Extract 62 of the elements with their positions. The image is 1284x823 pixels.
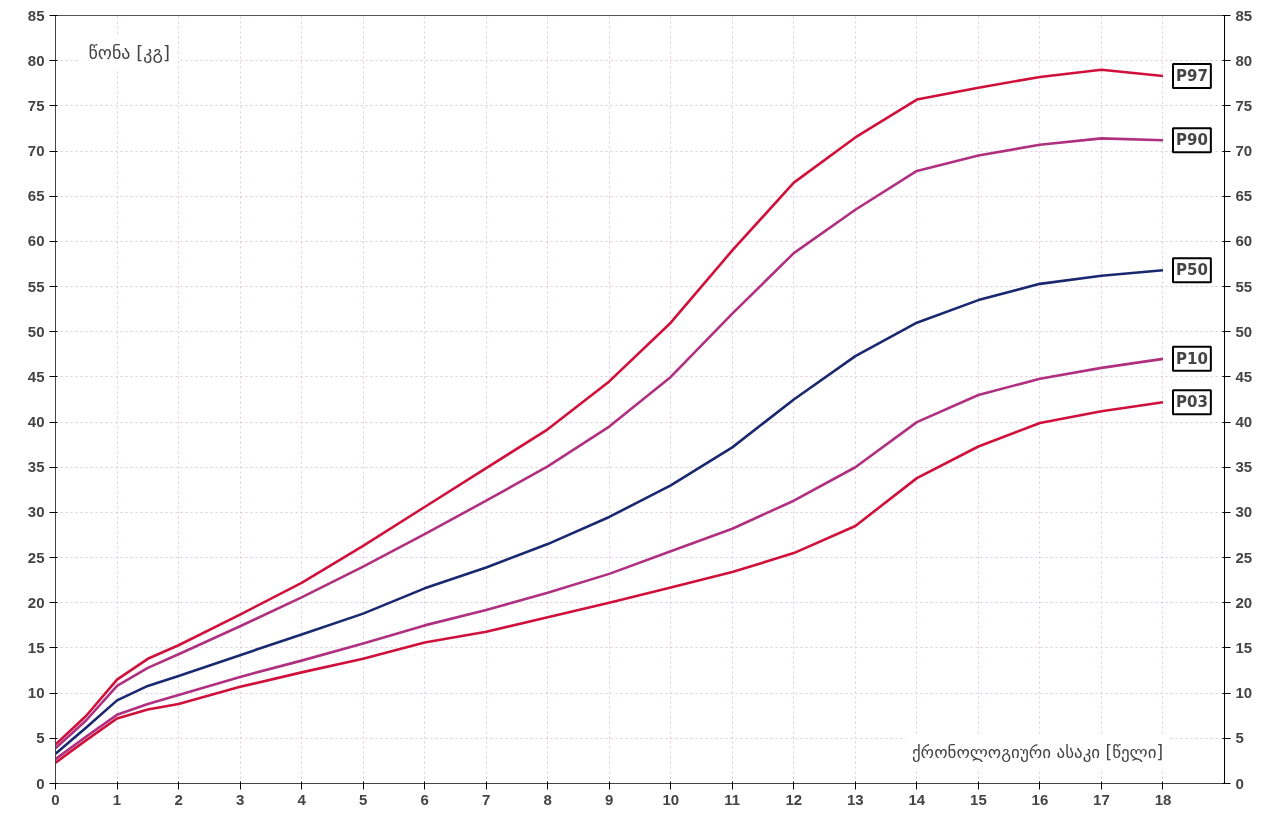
x-tick-label: 10 xyxy=(662,790,680,808)
y2-tick-label: 35 xyxy=(1235,458,1253,476)
y-tick-label: 80 xyxy=(27,51,45,69)
x-tick-label: 18 xyxy=(1154,790,1172,808)
y-tick-label: 10 xyxy=(27,684,45,702)
x-tick-label: 2 xyxy=(174,790,183,808)
y2-tick-label: 5 xyxy=(1235,729,1244,747)
y2-tick-label: 60 xyxy=(1235,232,1253,250)
x-tick-label: 8 xyxy=(543,790,552,808)
y2-tick-label: 75 xyxy=(1235,96,1253,114)
y-tick-label: 60 xyxy=(27,232,45,250)
x-tick-label: 6 xyxy=(420,790,429,808)
y-axis-title: წონა [კგ] xyxy=(88,41,170,63)
y2-tick-label: 0 xyxy=(1235,774,1244,792)
x-tick-label: 0 xyxy=(51,790,60,808)
y2-tick-label: 50 xyxy=(1235,322,1253,340)
y-tick-label: 65 xyxy=(27,187,45,205)
y2-tick-label: 65 xyxy=(1235,187,1253,205)
y2-tick-label: 15 xyxy=(1235,638,1253,656)
series-label: P90 xyxy=(1175,131,1208,150)
y-tick-label: 85 xyxy=(27,6,45,24)
x-tick-label: 13 xyxy=(847,790,864,808)
x-tick-label: 1 xyxy=(112,790,122,808)
x-tick-label: 12 xyxy=(785,790,803,808)
y-tick-label: 20 xyxy=(27,593,45,611)
series-label: P03 xyxy=(1175,393,1208,412)
series-label: P97 xyxy=(1175,67,1208,86)
y-tick-label: 45 xyxy=(27,367,45,385)
x-tick-label: 5 xyxy=(358,790,368,808)
y2-tick-label: 80 xyxy=(1235,51,1253,69)
y2-tick-label: 10 xyxy=(1235,684,1253,702)
x-tick-label: 16 xyxy=(1031,790,1049,808)
y2-tick-label: 40 xyxy=(1235,413,1253,431)
y-tick-label: 0 xyxy=(36,774,45,792)
y2-tick-label: 20 xyxy=(1235,593,1253,611)
y2-tick-label: 85 xyxy=(1235,6,1253,24)
x-tick-label: 9 xyxy=(605,790,614,808)
y-tick-label: 5 xyxy=(36,729,45,747)
y2-tick-label: 70 xyxy=(1235,142,1253,160)
x-tick-label: 15 xyxy=(970,790,987,808)
x-axis-title: ქრონოლოგიური ასაკი [წელი] xyxy=(911,741,1164,762)
y2-tick-label: 55 xyxy=(1235,277,1253,295)
y2-tick-label: 30 xyxy=(1235,503,1253,521)
y-tick-label: 55 xyxy=(27,277,45,295)
y-tick-label: 50 xyxy=(27,322,45,340)
y-tick-label: 35 xyxy=(27,458,45,476)
y-tick-label: 30 xyxy=(27,503,45,521)
y-tick-label: 75 xyxy=(27,96,45,114)
y-tick-label: 25 xyxy=(27,548,45,566)
y-tick-label: 40 xyxy=(27,413,45,431)
x-tick-label: 7 xyxy=(482,790,491,808)
series-label: P50 xyxy=(1175,261,1208,280)
x-tick-label: 4 xyxy=(297,790,307,808)
x-tick-label: 14 xyxy=(908,790,926,808)
series-label: P10 xyxy=(1175,349,1208,368)
x-tick-label: 3 xyxy=(235,790,245,808)
x-tick-label: 11 xyxy=(724,790,741,808)
y2-tick-label: 45 xyxy=(1235,367,1253,385)
y-tick-label: 15 xyxy=(27,638,45,656)
x-tick-label: 17 xyxy=(1093,790,1110,808)
y2-tick-label: 25 xyxy=(1235,548,1253,566)
y-tick-label: 70 xyxy=(27,142,45,160)
